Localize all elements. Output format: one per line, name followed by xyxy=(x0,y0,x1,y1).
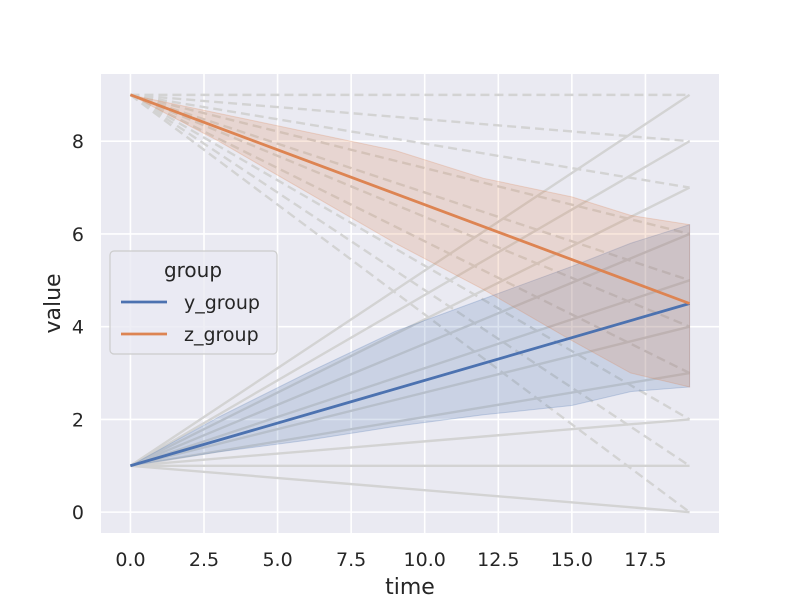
background-solid-line xyxy=(130,418,690,467)
x-axis-label: time xyxy=(385,575,435,600)
y-tick-label: 0 xyxy=(72,502,84,524)
background-dashed-line xyxy=(129,93,691,375)
background-dashed-line xyxy=(129,93,691,328)
legend-label-z_group: z_group xyxy=(184,324,259,346)
y-tick-labels: 0 2 4 6 8 xyxy=(72,131,84,524)
x-tick-label: 7.5 xyxy=(336,549,366,571)
legend-title: group xyxy=(164,258,222,282)
x-tick-label: 0.0 xyxy=(115,549,145,571)
background-solid-line xyxy=(129,232,691,467)
series-lines xyxy=(129,93,691,468)
background-dashed-line xyxy=(129,93,691,514)
background-solid-line xyxy=(130,464,690,514)
x-tick-label: 2.5 xyxy=(189,549,219,571)
background-solid-line xyxy=(130,279,690,467)
y-tick-label: 4 xyxy=(72,317,84,339)
background-dashed-line xyxy=(130,93,690,143)
x-tick-label: 15.0 xyxy=(551,549,593,571)
x-tick-label: 17.5 xyxy=(624,549,666,571)
background-solid-line xyxy=(130,325,690,467)
x-tick-labels: 0.0 2.5 5.0 7.5 10.0 12.5 15.0 17.5 xyxy=(115,549,666,571)
background-solid-line xyxy=(129,186,691,467)
y-tick-label: 8 xyxy=(72,131,84,153)
legend: group y_group z_group xyxy=(109,250,278,355)
background-dashed-line xyxy=(130,93,690,282)
background-solid-line xyxy=(129,93,691,467)
background-dashed-line xyxy=(129,93,691,421)
y-axis-label: value xyxy=(41,273,66,333)
x-tick-label: 5.0 xyxy=(262,549,292,571)
background-dashed-line xyxy=(130,93,690,189)
legend-entries: y_group z_group xyxy=(121,292,260,346)
legend-label-y_group: y_group xyxy=(184,292,260,314)
confidence-band-y_group xyxy=(130,224,691,467)
background-dashed-line xyxy=(130,93,690,236)
x-tick-label: 12.5 xyxy=(477,549,519,571)
y-tick-label: 2 xyxy=(72,409,84,431)
y-tick-label: 6 xyxy=(72,224,84,246)
confidence-band-z_group xyxy=(130,94,691,388)
x-tick-label: 10.0 xyxy=(404,549,446,571)
series-line-y_group xyxy=(130,302,690,468)
background-lines xyxy=(129,93,691,514)
confidence-bands xyxy=(130,94,691,467)
background-solid-line xyxy=(130,371,690,467)
series-line-z_group xyxy=(129,93,691,305)
legend-box xyxy=(109,250,278,355)
background-solid-line xyxy=(129,140,691,467)
